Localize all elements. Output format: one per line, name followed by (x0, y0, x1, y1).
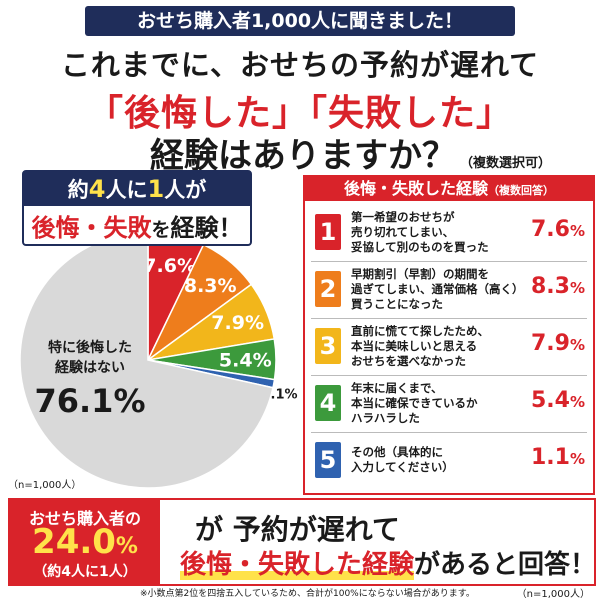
row-divider (311, 318, 587, 319)
row-value-number: 5.4 (530, 388, 570, 413)
summary-box: おせち購入者の 24.0% （約4人に1人） が 予約が遅れて 後悔・失敗した経… (8, 498, 596, 586)
row-text: その他（具体的に 入力してください） (351, 445, 521, 475)
row-text: 直前に慌てて探したため、 本当に美味しいと思える おせちを選べなかった (351, 324, 521, 369)
callout-red-text: 後悔・失敗 (31, 214, 152, 242)
row-value-number: 8.3 (530, 274, 570, 299)
row-value-number: 7.6 (530, 217, 570, 242)
row-value: 1.1% (505, 445, 585, 470)
row-value-pct: % (569, 393, 585, 411)
row-text-line: 妥協して別のものを買った (351, 240, 489, 254)
row-number-badge: 2 (315, 271, 341, 307)
title-question: 経験はありますか？ (150, 136, 456, 176)
callout-tail: 経験！ (170, 214, 243, 242)
pie-label-3: 7.9% (211, 312, 264, 334)
summary-percent: 24.0% (10, 522, 160, 562)
panel-row: 4 年末に届くまで、 本当に確保できているか ハラハラした 5.4% (311, 378, 587, 430)
row-text-line: おせちを選べなかった (351, 354, 466, 368)
title-note: （複数選択可） (460, 156, 552, 171)
row-text-line: 売り切れてしまい、 (351, 225, 455, 239)
callout-box: 約4人に1人が 後悔・失敗を経験！ (22, 170, 252, 246)
callout-mid: 人に (105, 178, 148, 202)
panel-header: 後悔・失敗した経験（複数回答） (305, 177, 593, 201)
row-value: 8.3% (505, 274, 585, 299)
chart-n-note: （n=1,000人） (8, 480, 82, 491)
callout-num-1: 4 (88, 175, 106, 203)
footnote: ※小数点第2位を四捨五入しているため、合計が100%にならない場合があります。 (140, 589, 475, 599)
row-value-pct: % (569, 450, 585, 468)
callout-pre: 約 (67, 178, 89, 202)
row-text-line: 本当に美味しいと思える (351, 339, 478, 353)
pie-label-6: 76.1% (34, 382, 145, 420)
row-text: 第一希望のおせちが 売り切れてしまい、 妥協して別のものを買った (351, 210, 521, 255)
row-value-pct: % (569, 336, 585, 354)
regret-panel: 後悔・失敗した経験（複数回答） 1 第一希望のおせちが 売り切れてしまい、 妥協して別… (303, 175, 595, 495)
row-number-badge: 3 (315, 328, 341, 364)
row-value-number: 7.9 (530, 331, 570, 356)
panel-subtitle: （複数回答） (488, 184, 554, 197)
row-text: 早期割引（早割）の期間を 過ぎてしまい、通常価格（高く） 買うことになった (351, 267, 524, 312)
panel-row: 2 早期割引（早割）の期間を 過ぎてしまい、通常価格（高く） 買うことになった 8.3% (311, 264, 587, 316)
panel-row: 3 直前に慌てて探したため、 本当に美味しいと思える おせちを選べなかった 7.9% (311, 321, 587, 373)
title-line-2: 「後悔した」「失敗した」 (86, 93, 513, 134)
row-text-line: 第一希望のおせちが (351, 210, 455, 224)
row-text-line: 年末に届くまで、 (351, 381, 443, 395)
row-text-line: ハラハラした (351, 411, 420, 425)
row-text-line: 早期割引（早割）の期間を (351, 267, 489, 281)
pie-label-4: 5.4% (219, 349, 272, 371)
row-number-badge: 5 (315, 442, 341, 478)
footnote-n: （n=1,000人） (516, 589, 590, 600)
callout-ratio: 約4人に1人が (24, 172, 250, 206)
row-value-pct: % (569, 279, 585, 297)
row-value-number: 1.1 (530, 445, 570, 470)
summary-highlight: おせち購入者の 24.0% （約4人に1人） (10, 500, 160, 584)
summary-tail: があると回答！ (414, 550, 597, 580)
panel-row: 1 第一希望のおせちが 売り切れてしまい、 妥協して別のものを買った 7.6% (311, 207, 587, 259)
summary-label: おせち購入者の (28, 509, 141, 528)
row-text-line: 過ぎてしまい、通常価格（高く） (351, 282, 524, 296)
row-text-line: 入力してください） (351, 460, 454, 474)
row-value: 7.6% (505, 217, 585, 242)
row-text-line: 本当に確保できているか (351, 396, 478, 410)
row-value-pct: % (569, 222, 585, 240)
pie-label-2: 8.3% (184, 275, 237, 297)
panel-title: 後悔・失敗した経験 (343, 179, 488, 198)
pie-category-label-line-1: 特に後悔した (48, 339, 132, 356)
callout-wo: を (151, 219, 171, 241)
row-number-badge: 1 (315, 214, 341, 250)
summary-value: 24.0 (32, 522, 116, 562)
callout-experience: 後悔・失敗を経験！ (24, 208, 250, 243)
row-text-line: 買うことになった (351, 297, 443, 311)
summary-line-1: が 予約が遅れて (195, 513, 400, 546)
pie-slice-6 (19, 231, 274, 489)
row-text-line: 直前に慌てて探したため、 (351, 324, 489, 338)
title-line-3: 経験はありますか？ （複数選択可） (150, 128, 551, 177)
row-text-line: その他（具体的に (351, 445, 443, 459)
row-value: 7.9% (505, 331, 585, 356)
pie-category-label-line-2: 経験はない (55, 359, 125, 376)
panel-row: 5 その他（具体的に 入力してください） 1.1% (311, 435, 587, 487)
pie-label-1: 7.6% (143, 255, 196, 277)
callout-num-2: 1 (147, 175, 165, 203)
row-value: 5.4% (505, 388, 585, 413)
row-number-badge: 4 (315, 385, 341, 421)
row-text: 年末に届くまで、 本当に確保できているか ハラハラした (351, 381, 521, 426)
row-divider (311, 375, 587, 376)
row-divider (311, 261, 587, 262)
title-line-1: これまでに、おせちの予約が遅れて (60, 48, 540, 82)
summary-ratio: （約4人に1人） (33, 564, 137, 580)
survey-banner: おせち購入者1,000人に聞きました！ (85, 6, 515, 36)
summary-pct-sign: % (115, 534, 138, 559)
summary-line-2: 後悔・失敗した経験があると回答！ (180, 544, 596, 581)
summary-red-text: 後悔・失敗した経験 (180, 550, 415, 580)
callout-post: 人が (164, 178, 207, 202)
row-divider (311, 432, 587, 433)
